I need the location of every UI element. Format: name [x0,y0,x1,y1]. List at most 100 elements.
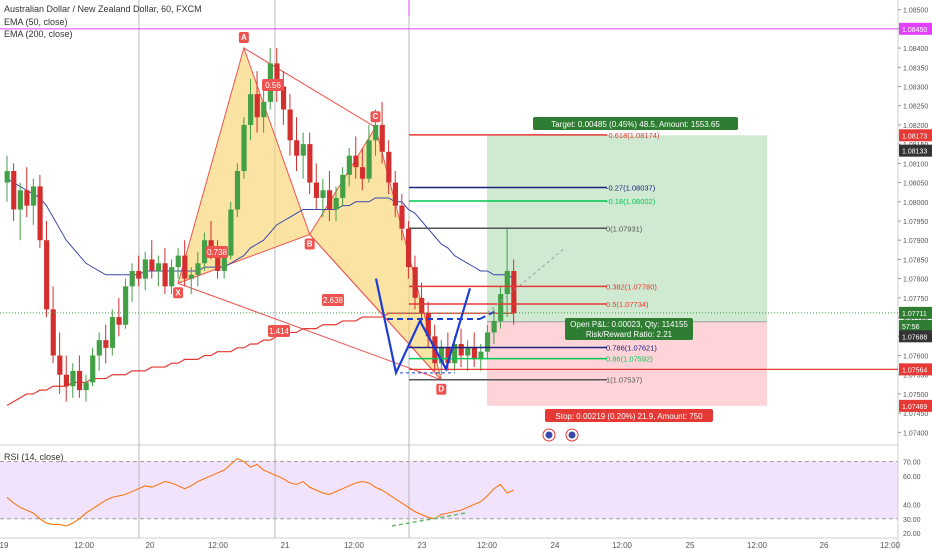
fib-level-label: 0(1.07931) [606,224,643,233]
price-tick-label: 1.07800 [903,277,928,284]
candle-body [320,190,326,198]
price-badge-label: 1.08450 [902,27,927,34]
time-tick-label: 12:00 [612,541,633,550]
pattern-ratio-badge [322,294,344,306]
pattern-ratio-label: 1.414 [269,327,290,336]
candle-body [307,144,313,183]
target-projection-line [486,247,566,314]
candle-body [142,259,148,279]
price-tick-label: 1.08350 [903,65,928,72]
price-tick-label: 1.08000 [903,200,928,207]
candle-body [340,174,346,198]
event-icon-inner [568,431,576,439]
candle-body [241,124,247,172]
candle-body [155,263,162,271]
candle-body [44,240,50,310]
price-tick-label: 1.08100 [903,161,928,168]
candle-body [83,382,89,391]
candle-body [412,267,418,298]
candle-body [379,124,385,152]
bcd-triangle [309,125,442,381]
candle-body [425,313,431,337]
candle-body [399,205,405,229]
candle-body [458,343,464,356]
time-tick-label: 21 [281,541,290,550]
symbol-title: Australian Dollar / New Zealand Dollar, … [4,4,202,14]
pattern-point-label: A [241,33,247,42]
time-tick-label: 24 [551,541,560,550]
candle-body [136,270,142,279]
rsi-band [0,461,898,519]
candle-body [24,190,30,206]
target-label: Target: 0.00485 (0.45%) 48.5, Amount: 15… [551,120,720,129]
fib-level-label: 1(1.07537) [606,376,643,385]
price-badge-label: 1.07688 [902,334,927,341]
candle-body [366,140,372,179]
fib-level-label: 0.382(1.07780) [606,282,657,291]
candle-body [504,270,510,295]
pattern-point-badge [238,32,249,44]
candle-body [478,351,484,360]
candle-body [254,94,260,118]
fib-level-label: -0.618(1.08174) [606,131,660,140]
price-tick-label: 1.08050 [903,181,928,188]
candle-body [511,270,517,314]
candle-body [484,332,491,352]
time-tick-label: 12:00 [208,541,229,550]
candle-body [103,340,109,348]
candle-body [294,140,300,156]
price-tick-label: 1.08400 [903,46,928,53]
pattern-ratio-badge [206,246,228,258]
candle-body [452,343,458,364]
pattern-ratio-label: 0.56 [265,81,281,90]
fib-level-label: -0.18(1.08002) [606,197,656,206]
price-badge-bg [899,399,932,412]
price-tick-label: 1.08200 [903,123,928,130]
candle-body [215,251,221,271]
price-badge-label: 1.07469 [902,404,927,411]
price-badge-bg [899,22,932,35]
candle-body [50,309,56,356]
candle-body [90,355,96,383]
price-tick-label: 1.07500 [903,392,928,399]
pattern-point-label: B [307,239,313,248]
candle-body [195,263,201,275]
stop-label: Stop: 0.00219 (0.20%) 21.9, Amount: 750 [555,412,703,421]
pattern-ratio-badge [262,79,284,91]
price-tick-label: 1.08300 [903,84,928,91]
rsi-tick-label: 40.00 [903,502,921,509]
time-tick-label: 12:00 [477,541,498,550]
pattern-point-badge [304,238,315,250]
time-tick-label: 25 [686,541,695,550]
candle-body [359,167,366,179]
candle-body [287,109,293,141]
price-tick-label: 1.07750 [903,296,928,303]
time-tick-label: 12:00 [74,541,95,550]
rsi-line [6,458,514,527]
candle-body [17,190,23,210]
xd-line [177,282,442,381]
target-label-bg [533,117,738,130]
price-tick-label: 1.07400 [903,430,928,437]
pattern-point-badge [370,111,381,123]
ema50-legend: EMA (50, close) [4,17,68,27]
candle-body [333,197,339,210]
candle-body [129,270,135,287]
candle-body [37,186,43,241]
rsi-tick-label: 60.00 [903,474,921,481]
pattern-ratio-badge [268,325,290,337]
candle-body [169,267,175,287]
candle-body [188,274,195,279]
pattern-ratio-label: 2.638 [323,296,344,305]
candle-body [182,255,188,279]
pattern-point-label: C [373,112,379,121]
pattern-ratio-label: 0.738 [207,248,228,257]
candle-body [471,347,477,360]
price-tick-label: 1.07850 [903,257,928,264]
pattern-point-badge [173,287,184,299]
candle-body [208,240,214,252]
rsi-tick-label: 30.00 [903,517,921,524]
price-tick-label: 1.07450 [903,411,928,418]
